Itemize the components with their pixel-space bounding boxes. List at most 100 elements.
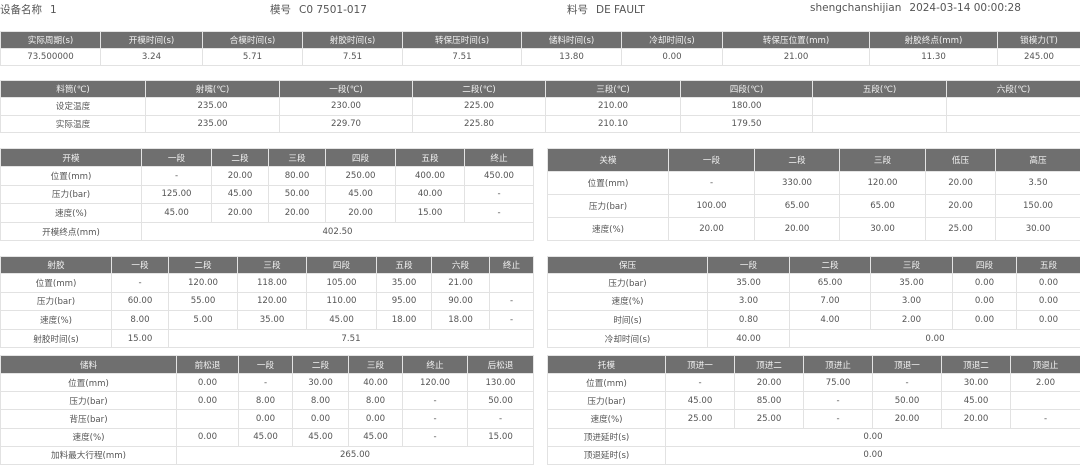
row-label: 压力(bar) <box>548 195 669 218</box>
row-label: 压力(bar) <box>548 392 666 410</box>
cell-value: 95.00 <box>377 292 432 311</box>
cell-value: 25.00 <box>735 410 804 428</box>
cell-value: 85.00 <box>735 392 804 410</box>
cell-value: 50.00 <box>468 392 534 410</box>
cell-value: - <box>490 292 534 311</box>
cell-value <box>813 98 947 116</box>
column-header: 一段(℃) <box>280 81 413 98</box>
column-header: 转保压位置(mm) <box>723 32 870 49</box>
row-label: 速度(%) <box>1 204 142 223</box>
cell-value: 60.00 <box>112 292 169 311</box>
cell-value: 20.00 <box>755 218 840 241</box>
cell-value: 25.00 <box>926 218 996 241</box>
column-header: 射胶 <box>1 257 112 274</box>
row-label: 压力(bar) <box>1 292 112 311</box>
cell-value <box>1011 392 1080 410</box>
column-header: 三段 <box>238 257 307 274</box>
column-header: 低压 <box>926 149 996 172</box>
cell-value: 3.00 <box>708 292 790 311</box>
cell-value: - <box>403 428 468 446</box>
cell-value: - <box>112 274 169 293</box>
cell-value: 120.00 <box>169 274 238 293</box>
cell-value: 21.00 <box>723 49 870 66</box>
device-name-label: 设备名称 <box>0 4 42 16</box>
cell-value: - <box>403 392 468 410</box>
column-header: 射嘴(℃) <box>146 81 280 98</box>
column-header: 顶进止 <box>804 356 873 374</box>
column-header: 关模 <box>548 149 669 172</box>
cell-value: 2.00 <box>1011 374 1080 392</box>
cell-value: 179.50 <box>681 115 813 133</box>
cell-value: - <box>142 167 212 186</box>
cell-value <box>490 274 534 293</box>
column-header: 五段 <box>1017 257 1080 274</box>
row-label: 冷却时间(s) <box>548 329 708 348</box>
holding-header-row: 保压一段二段三段四段五段 <box>548 257 1080 274</box>
column-header: 料筒(℃) <box>1 81 146 98</box>
table-row: 顶进延时(s)0.00 <box>548 428 1080 446</box>
row-label: 速度(%) <box>1 428 177 446</box>
cell-value: 20.00 <box>926 195 996 218</box>
column-header: 三段 <box>840 149 926 172</box>
cell-value: - <box>403 410 468 428</box>
column-header: 储料 <box>1 356 177 374</box>
cell-value: 40.00 <box>349 374 403 392</box>
cell-value: 30.00 <box>840 218 926 241</box>
column-header: 顶退一 <box>873 356 942 374</box>
cell-value: 250.00 <box>326 167 396 186</box>
device-name-value: 1 <box>50 4 57 16</box>
row-label: 位置(mm) <box>1 274 112 293</box>
cell-value: 90.00 <box>432 292 490 311</box>
cell-value: 330.00 <box>755 172 840 195</box>
cell-value: 45.00 <box>326 185 396 204</box>
column-header: 五段(℃) <box>813 81 947 98</box>
column-header: 五段 <box>377 257 432 274</box>
cell-value: 0.00 <box>293 410 349 428</box>
cell-value: 450.00 <box>465 167 534 186</box>
column-header: 转保压时间(s) <box>403 32 522 49</box>
cell-value: 245.00 <box>998 49 1080 66</box>
row-label: 位置(mm) <box>1 167 142 186</box>
row-label: 速度(%) <box>548 218 669 241</box>
cell-value: 20.00 <box>269 204 326 223</box>
cell-value: 2.00 <box>871 311 953 330</box>
cell-value: 18.00 <box>377 311 432 330</box>
cell-value: 7.51 <box>303 49 403 66</box>
cell-value: - <box>465 204 534 223</box>
row-label: 速度(%) <box>1 311 112 330</box>
column-header: 二段 <box>755 149 840 172</box>
table-row: 顶退延时(s)0.00 <box>548 446 1080 464</box>
cell-value: 0.00 <box>1017 274 1080 293</box>
cell-value: 3.50 <box>996 172 1080 195</box>
cell-value: 50.00 <box>873 392 942 410</box>
cell-value: 15.00 <box>112 329 169 348</box>
row-label: 顶进延时(s) <box>548 428 666 446</box>
device-name: 设备名称 1 <box>0 2 57 17</box>
cell-value: 25.00 <box>666 410 735 428</box>
cell-value: - <box>468 410 534 428</box>
cell-value: 35.00 <box>708 274 790 293</box>
cell-value: 50.00 <box>269 185 326 204</box>
cell-value: 13.80 <box>522 49 622 66</box>
injection-header-row: 射胶一段二段三段四段五段六段终止 <box>1 257 534 274</box>
column-header: 终止 <box>403 356 468 374</box>
column-header: 四段(℃) <box>681 81 813 98</box>
cell-value: 118.00 <box>238 274 307 293</box>
material-number-value: DE FAULT <box>596 4 645 16</box>
cell-value: 20.00 <box>212 204 269 223</box>
